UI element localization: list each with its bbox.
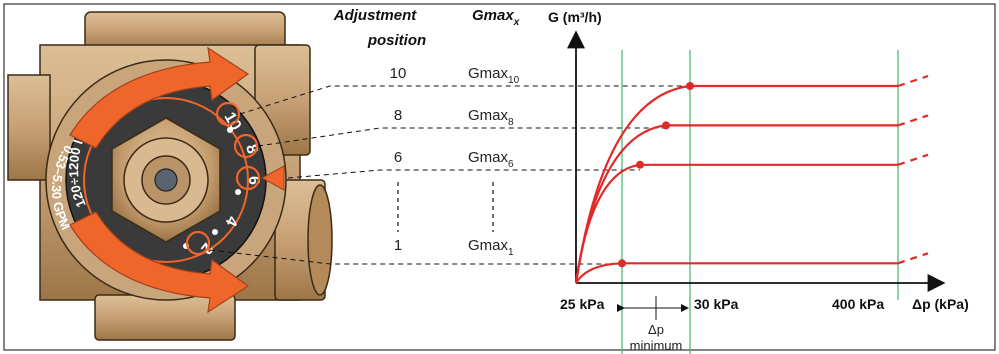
- row-10: 10 Gmax10: [390, 65, 520, 86]
- dial-dot: [227, 127, 233, 133]
- row-position: 1: [394, 237, 402, 254]
- rotate-arrow-bottom-icon: [69, 211, 250, 314]
- curve-continuation-gmax10: [897, 74, 929, 88]
- curve-continuation-gmax6: [897, 153, 929, 166]
- indicator-arrow-icon: [260, 165, 285, 191]
- knee-point-gmax8: [662, 121, 670, 130]
- leader-6: [287, 169, 640, 179]
- knee-point-gmax6: [636, 160, 644, 169]
- row-gmax: Gmax10: [468, 65, 520, 86]
- x-tick-25kpa: 25 kPa: [560, 296, 605, 312]
- curve-continuation-gmax8: [897, 114, 929, 127]
- row-position: 10: [390, 65, 407, 82]
- x-axis-label: Δp (kPa): [912, 296, 969, 312]
- header-gmax-sub: x: [513, 17, 520, 28]
- leader-8: [257, 127, 666, 147]
- rotate-arrow-top-icon: [69, 46, 250, 149]
- row-position: 6: [394, 149, 402, 166]
- curve-gmax8: [574, 124, 898, 284]
- row-position: 8: [394, 107, 402, 124]
- dp-minimum-label: minimum: [630, 338, 683, 353]
- curve-gmax10: [574, 84, 898, 284]
- valve-illustration: 120÷1200 l/h 0.53–5.30 GPM 10 8 6 4 2: [7, 11, 333, 341]
- row-gmax: Gmax8: [468, 107, 514, 128]
- dial-number-6: 6: [245, 176, 262, 185]
- flow-chart: G (m³/h) Δp (kPa) 25 kPa 30 kPa 400 kPa …: [548, 9, 969, 354]
- leader-1: [209, 249, 622, 265]
- valve-fitting-ring: [307, 184, 333, 296]
- x-tick-400kpa: 400 kPa: [832, 296, 884, 312]
- position-marker-10: [215, 101, 241, 127]
- header-gmax: Gmaxx: [472, 7, 520, 28]
- leader-lines: [209, 85, 690, 265]
- dial-dot: [212, 229, 218, 235]
- dial-accent-ring: [83, 97, 249, 263]
- curve-continuation-gmax1: [897, 252, 929, 265]
- x-tick-30kpa: 30 kPa: [694, 296, 739, 312]
- row-1: 1 Gmax1: [394, 237, 514, 258]
- dial-dot: [235, 189, 241, 195]
- row-gmax: Gmax6: [468, 149, 514, 170]
- row-6: 6 Gmax6: [394, 149, 514, 170]
- valve-left-port: [7, 74, 51, 181]
- y-axis-label: G (m³/h): [548, 9, 602, 25]
- leader-10: [239, 85, 690, 115]
- dial-stem: [154, 168, 178, 192]
- knee-point-gmax10: [686, 82, 694, 90]
- outer-border: [3, 3, 996, 351]
- position-marker-1: [185, 230, 211, 256]
- header-adjustment: Adjustment: [333, 7, 418, 24]
- curve-gmax6: [574, 163, 898, 284]
- header-position: position: [367, 32, 426, 49]
- dp-label: Δp: [648, 322, 664, 337]
- position-marker-6: [235, 165, 261, 191]
- position-marker-8: [233, 133, 259, 159]
- knee-point-gmax1: [618, 259, 626, 268]
- row-gmax: Gmax1: [468, 237, 514, 258]
- row-8: 8 Gmax8: [394, 107, 514, 128]
- curves: [574, 74, 929, 284]
